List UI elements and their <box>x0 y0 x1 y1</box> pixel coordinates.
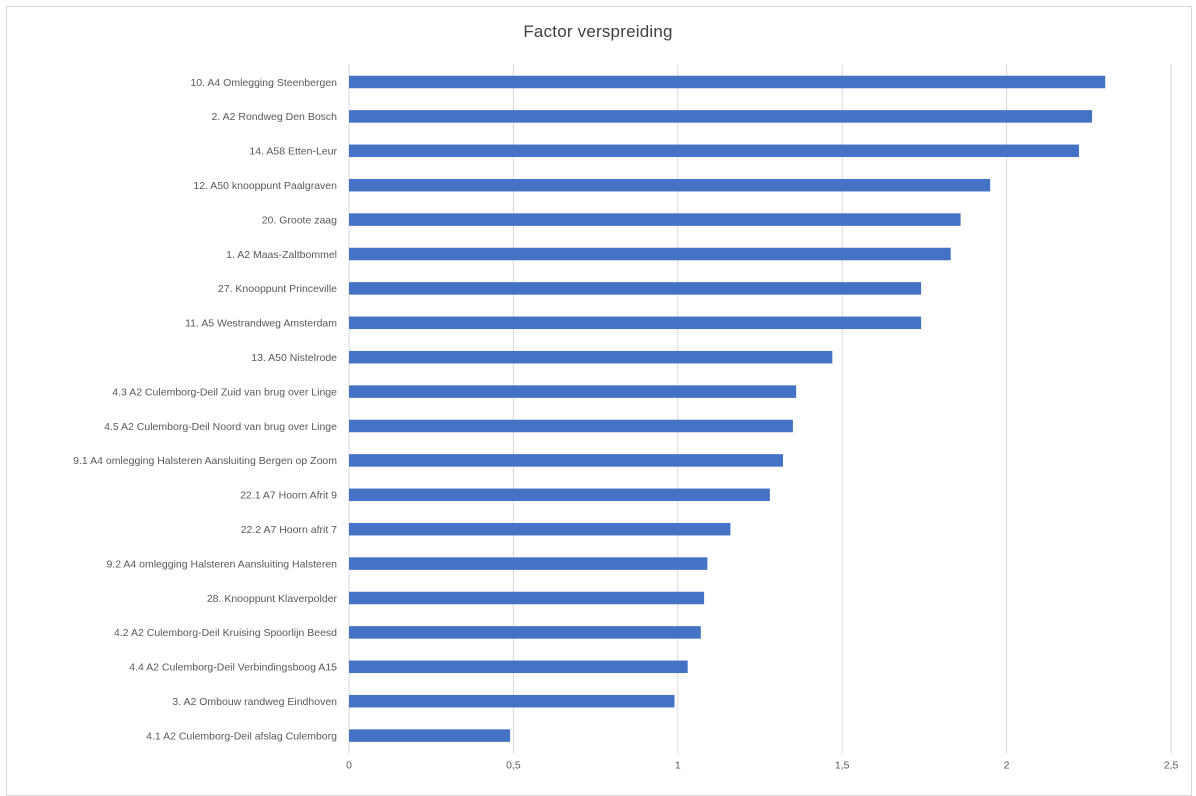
x-tick-label: 1 <box>675 760 681 772</box>
bar <box>349 522 731 536</box>
category-label: 10. A4 Omlegging Steenbergen <box>190 77 337 89</box>
category-label: 27. Knooppunt Princeville <box>218 283 337 295</box>
bar <box>349 178 991 192</box>
bar <box>349 660 688 674</box>
bar <box>349 557 708 570</box>
x-tick-label: 2 <box>1004 760 1010 772</box>
category-label: 1. A2 Maas-Zaltbommel <box>226 249 337 261</box>
bar <box>349 144 1079 158</box>
category-label: 13. A50 Nistelrode <box>251 352 337 364</box>
category-label: 9.2 A4 omlegging Halsteren Aansluiting H… <box>106 558 337 570</box>
category-label: 14. A58 Etten-Leur <box>249 146 337 158</box>
category-label: 3. A2 Ombouw randweg Eindhoven <box>172 696 337 708</box>
category-label: 9.1 A4 omlegging Halsteren Aansluiting B… <box>73 455 337 467</box>
bar <box>349 488 770 502</box>
bar <box>349 454 784 467</box>
bar <box>349 247 951 261</box>
category-label: 4.1 A2 Culemborg-Deil afslag Culemborg <box>146 730 337 742</box>
bar <box>349 591 705 605</box>
category-label: 4.4 A2 Culemborg-Deil Verbindingsboog A1… <box>129 662 337 674</box>
category-label: 12. A50 knooppunt Paalgraven <box>193 180 337 192</box>
bar <box>349 110 1093 123</box>
bar <box>349 213 961 226</box>
category-label: 2. A2 Rondweg Den Bosch <box>212 111 338 123</box>
bar <box>349 282 922 295</box>
category-label: 20. Groote zaag <box>262 214 337 226</box>
bar <box>349 729 511 742</box>
bar <box>349 626 701 639</box>
bar <box>349 385 797 398</box>
x-tick-label: 2,5 <box>1164 760 1179 772</box>
bar <box>349 316 922 330</box>
category-label: 11. A5 Westrandweg Amsterdam <box>185 318 337 330</box>
bar <box>349 75 1106 89</box>
category-label: 28. Knooppunt Klaverpolder <box>207 593 338 605</box>
x-tick-label: 1,5 <box>835 760 850 772</box>
category-label: 22.1 A7 Hoorn Afrit 9 <box>240 490 337 502</box>
x-tick-label: 0 <box>346 760 352 772</box>
chart-title: Factor verspreiding <box>523 22 673 41</box>
category-label: 4.5 A2 Culemborg-Deil Noord van brug ove… <box>104 421 337 433</box>
bar <box>349 350 833 364</box>
category-label: 4.2 A2 Culemborg-Deil Kruising Spoorlijn… <box>114 627 337 639</box>
bar <box>349 419 793 433</box>
bar <box>349 694 675 708</box>
category-label: 22.2 A7 Hoorn afrit 7 <box>241 524 337 536</box>
category-label: 4.3 A2 Culemborg-Deil Zuid van brug over… <box>112 386 337 398</box>
x-tick-label: 0,5 <box>506 760 521 772</box>
